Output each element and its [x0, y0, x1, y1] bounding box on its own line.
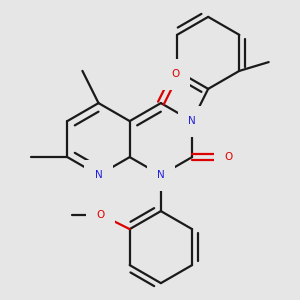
Text: N: N: [94, 170, 102, 180]
Text: N: N: [157, 170, 165, 180]
Text: O: O: [97, 210, 105, 220]
Text: O: O: [224, 152, 232, 162]
Text: N: N: [188, 116, 196, 126]
Text: O: O: [171, 69, 179, 79]
